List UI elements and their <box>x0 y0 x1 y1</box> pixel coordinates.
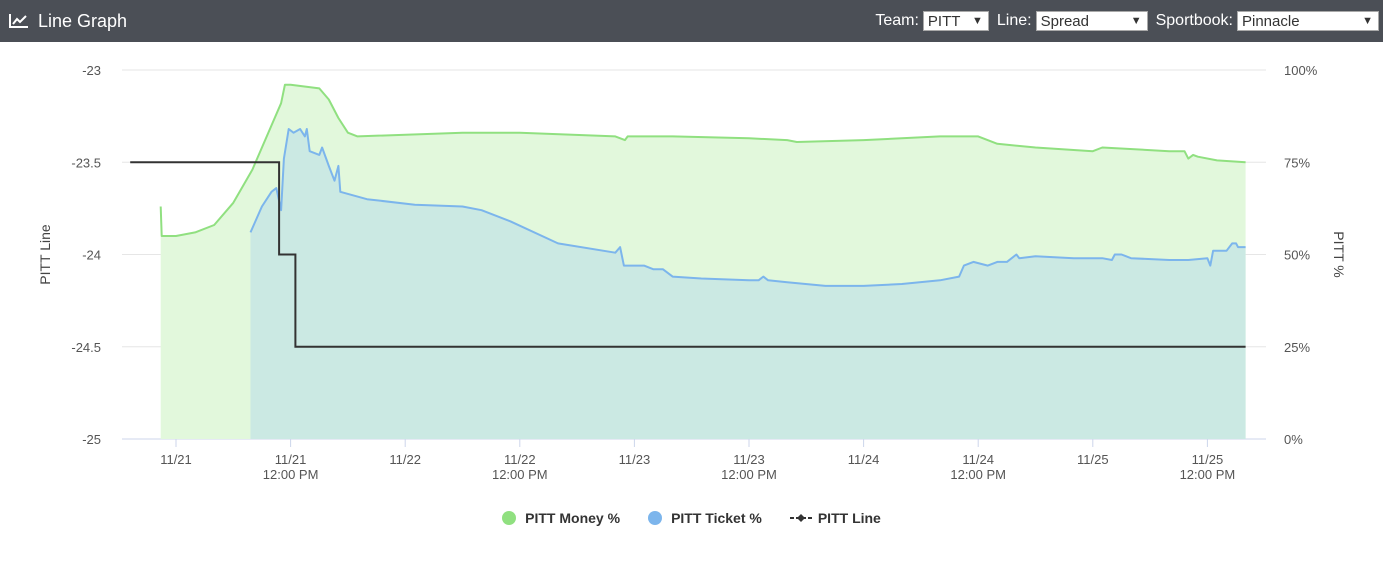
left-tick-label: -24 <box>82 248 101 263</box>
chevron-down-icon: ▼ <box>1130 15 1142 27</box>
x-tick-label: 11/24 <box>962 452 994 467</box>
right-tick-label: 50% <box>1284 248 1310 263</box>
chevron-down-icon: ▼ <box>1362 15 1373 27</box>
x-tick-label-time: 12:00 PM <box>721 467 777 482</box>
right-tick-label: 25% <box>1284 340 1310 355</box>
sportbook-value: Pinnacle <box>1242 12 1300 30</box>
x-tick-label: 11/24 <box>848 452 880 467</box>
legend-line-label: PITT Line <box>817 510 881 526</box>
right-tick-label: 75% <box>1284 155 1310 170</box>
chart-legend: PITT Money % PITT Ticket % PITT Line <box>0 510 1383 526</box>
x-tick-label: 11/23 <box>733 452 765 467</box>
x-tick-label-time: 12:00 PM <box>950 467 1006 482</box>
x-tick-label-time: 12:00 PM <box>492 467 548 482</box>
team-value: PITT <box>927 12 961 30</box>
x-tick-label: 11/25 <box>1077 452 1109 467</box>
line-value: Spread <box>1040 12 1089 30</box>
sportbook-select[interactable]: Pinnacle ▼ <box>1237 11 1379 31</box>
x-tick-label: 11/21 <box>275 452 307 467</box>
sportbook-label: Sportbook: <box>1155 12 1233 29</box>
left-axis-title: PITT Line <box>37 224 53 285</box>
legend-item-money[interactable]: PITT Money % <box>502 510 620 526</box>
pitt-line-series <box>130 161 1246 348</box>
ticket-area <box>250 129 1246 439</box>
legend-ticket-marker <box>648 511 663 525</box>
left-tick-label: -23 <box>82 63 101 78</box>
x-tick-label: 11/23 <box>619 452 651 467</box>
x-tick-label: 11/21 <box>160 452 192 467</box>
team-select[interactable]: PITT ▼ <box>922 11 989 31</box>
team-label: Team: <box>875 12 919 29</box>
title-wrap: Line Graph <box>8 0 127 42</box>
chart-controls: Team: PITT ▼ Line: Spread ▼ Sportbook: P… <box>867 0 1379 42</box>
legend-item-line[interactable]: PITT Line <box>789 510 881 526</box>
chevron-down-icon: ▼ <box>972 15 983 27</box>
ticket-series-line <box>249 128 1246 287</box>
left-tick-label: -25 <box>82 432 101 447</box>
header-bar: Line Graph Team: PITT ▼ Line: Spread ▼ S… <box>0 0 1383 42</box>
line-chart-icon <box>9 14 28 28</box>
page-title: Line Graph <box>38 10 128 31</box>
right-axis-title: PITT % <box>1331 231 1347 277</box>
legend-line-marker <box>789 514 812 522</box>
right-tick-label: 0% <box>1284 432 1303 447</box>
left-tick-label: -24.5 <box>71 340 101 355</box>
legend-money-marker <box>502 511 517 525</box>
legend-item-ticket[interactable]: PITT Ticket % <box>648 510 762 526</box>
line-label: Line: <box>996 12 1032 29</box>
x-tick-label: 11/22 <box>389 452 421 467</box>
legend-ticket-label: PITT Ticket % <box>671 510 762 526</box>
left-tick-label: -23.5 <box>71 155 101 170</box>
right-tick-label: 100% <box>1284 63 1318 78</box>
x-tick-label-time: 12:00 PM <box>1180 467 1236 482</box>
legend-money-label: PITT Money % <box>525 510 621 526</box>
x-tick-label-time: 12:00 PM <box>263 467 319 482</box>
x-tick-label: 11/25 <box>1192 452 1224 467</box>
money-series-line <box>159 83 1246 237</box>
line-select[interactable]: Spread ▼ <box>1035 11 1148 31</box>
x-tick-label: 11/22 <box>504 452 536 467</box>
